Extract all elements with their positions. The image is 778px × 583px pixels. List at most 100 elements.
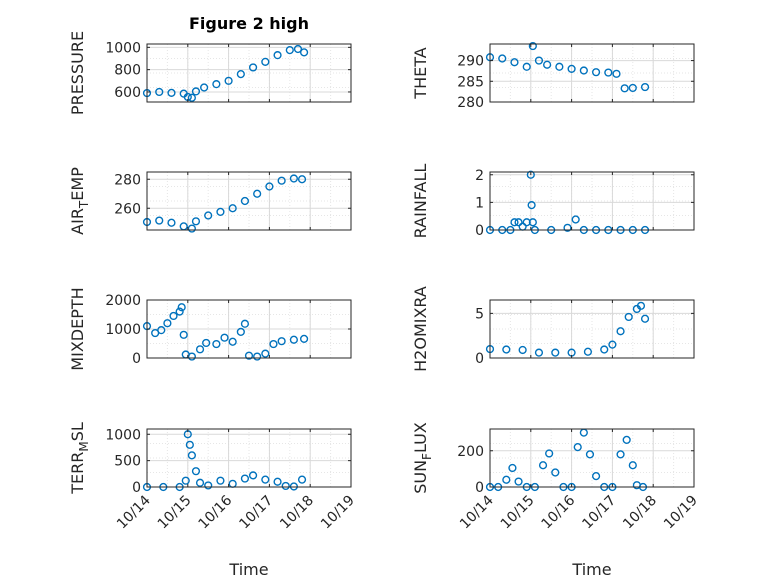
y-axis-label: RAINFALL <box>411 164 430 239</box>
data-point <box>273 477 282 486</box>
data-point <box>583 347 593 356</box>
y-tick-label: 285 <box>457 74 484 90</box>
y-axis-label: MIXDEPTH <box>68 287 87 370</box>
data-point <box>502 475 511 484</box>
axes-box <box>146 428 352 488</box>
data-point <box>244 351 254 360</box>
data-point <box>248 471 258 480</box>
data-point <box>508 463 517 473</box>
data-point <box>216 476 225 485</box>
x-axis-label: Time <box>228 560 268 579</box>
y-tick-label: 2000 <box>105 293 141 309</box>
x-tick-label: 10/19 <box>661 493 701 533</box>
x-tick-label: 10/18 <box>620 493 660 533</box>
subplot-sun: 0 200 10/14 10/15 10/16 10/17 10/18 10/19 Time SU… <box>411 422 701 579</box>
data-point <box>240 319 250 328</box>
data-point <box>202 338 211 348</box>
data-point <box>526 170 535 179</box>
axes-box <box>489 43 695 103</box>
data-point <box>579 66 588 75</box>
data-point <box>200 83 209 92</box>
data-point <box>269 339 278 349</box>
data-point <box>204 211 213 220</box>
data-point <box>510 218 519 227</box>
data-point <box>502 345 511 354</box>
data-point <box>204 481 213 490</box>
y-tick-label: 0 <box>475 351 484 367</box>
data-series <box>142 430 307 492</box>
y-tick-label: 800 <box>114 63 141 79</box>
x-tick-label: 10/15 <box>155 493 195 533</box>
data-point <box>228 337 237 346</box>
axes-box <box>489 171 695 231</box>
data-point <box>616 327 625 336</box>
data-point <box>616 450 625 459</box>
data-point <box>567 64 576 73</box>
x-tick-label: 10/15 <box>498 493 538 533</box>
subplot-mixdepth: 0 1000 2000 MIXDEPTH <box>68 287 352 371</box>
data-point <box>545 449 554 458</box>
y-tick-label: 500 <box>114 454 141 470</box>
data-point <box>220 333 229 342</box>
data-point <box>181 476 190 485</box>
data-point <box>253 352 262 361</box>
data-point <box>293 44 303 54</box>
data-point <box>265 182 274 191</box>
data-point <box>285 46 294 55</box>
data-point <box>185 440 194 449</box>
data-point <box>191 217 201 226</box>
data-point <box>528 218 537 227</box>
data-point <box>248 63 258 72</box>
data-point <box>187 352 196 361</box>
axes-box <box>489 428 695 488</box>
data-point <box>299 334 309 343</box>
data-point <box>195 478 205 487</box>
data-point <box>571 215 580 224</box>
y-axis-label: TERRMSL <box>68 422 91 495</box>
y-tick-label: 5 <box>475 306 484 322</box>
data-point <box>240 196 250 206</box>
data-point <box>191 467 201 476</box>
x-axis-label: Time <box>571 560 611 579</box>
y-tick-label: 0 <box>132 480 141 496</box>
data-point <box>236 70 245 79</box>
data-point <box>640 82 650 92</box>
data-point <box>236 327 245 337</box>
axes-box <box>146 43 352 103</box>
subplot-terr: 0 500 1000 10/14 10/15 10/16 10/17 10/18 10/19 Ti… <box>68 422 358 579</box>
subplot-pressure: 600 800 1000 PRESSURE Figure 2 high <box>68 14 352 115</box>
data-point <box>555 62 564 71</box>
data-point <box>591 68 601 77</box>
data-point <box>510 58 519 67</box>
data-point <box>163 319 172 328</box>
data-point <box>277 176 286 185</box>
data-point <box>240 474 250 483</box>
data-point <box>297 175 307 184</box>
data-point <box>297 475 307 484</box>
chart-title: Figure 2 high <box>189 14 309 33</box>
data-point <box>514 218 523 227</box>
data-point <box>187 224 196 233</box>
y-tick-label: 2 <box>475 168 484 184</box>
x-tick-label: 10/14 <box>114 492 154 532</box>
x-tick-label: 10/18 <box>277 493 317 533</box>
data-point <box>514 477 523 486</box>
y-tick-label: 1 <box>475 195 484 211</box>
y-tick-label: 280 <box>457 95 484 111</box>
data-point <box>224 76 233 85</box>
data-point <box>628 83 637 93</box>
y-tick-label: 600 <box>114 85 141 101</box>
y-axis-label: PRESSURE <box>68 31 87 115</box>
data-point <box>604 68 613 77</box>
data-point <box>573 443 582 452</box>
data-point <box>518 345 527 355</box>
data-point <box>157 326 166 335</box>
data-point <box>187 451 196 460</box>
data-point <box>167 88 176 97</box>
data-point <box>628 461 637 470</box>
y-tick-label: 0 <box>132 351 141 367</box>
data-point <box>534 348 544 357</box>
data-point <box>608 340 617 349</box>
subplot-rainfall: 0 1 2 RAINFALL <box>411 164 695 239</box>
